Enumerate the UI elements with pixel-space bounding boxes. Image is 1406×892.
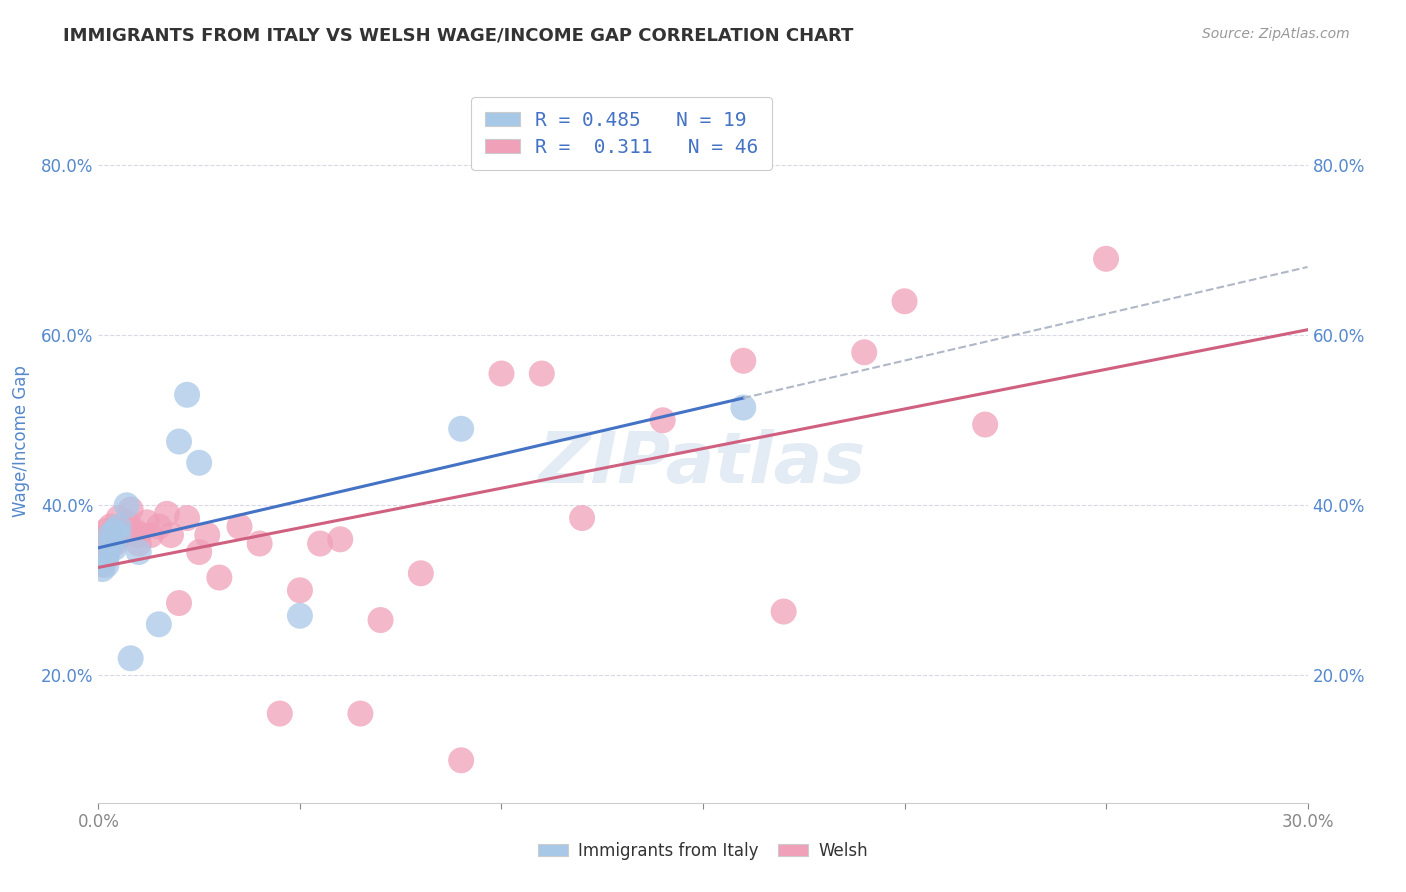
- Point: [491, 367, 513, 381]
- Point: [103, 524, 125, 538]
- Point: [195, 528, 218, 542]
- Y-axis label: Wage/Income Gap: Wage/Income Gap: [11, 366, 30, 517]
- Point: [96, 558, 118, 572]
- Point: [228, 519, 250, 533]
- Point: [309, 536, 332, 550]
- Point: [103, 541, 125, 555]
- Point: [100, 536, 122, 550]
- Point: [124, 524, 146, 538]
- Text: Source: ZipAtlas.com: Source: ZipAtlas.com: [1202, 27, 1350, 41]
- Text: IMMIGRANTS FROM ITALY VS WELSH WAGE/INCOME GAP CORRELATION CHART: IMMIGRANTS FROM ITALY VS WELSH WAGE/INCO…: [63, 27, 853, 45]
- Point: [91, 562, 114, 576]
- Point: [120, 502, 142, 516]
- Point: [409, 566, 432, 581]
- Point: [188, 456, 211, 470]
- Point: [288, 608, 311, 623]
- Point: [1095, 252, 1118, 266]
- Point: [733, 401, 755, 415]
- Point: [167, 434, 190, 449]
- Point: [107, 528, 129, 542]
- Point: [370, 613, 392, 627]
- Point: [96, 524, 118, 538]
- Point: [135, 516, 157, 530]
- Point: [128, 528, 150, 542]
- Point: [733, 353, 755, 368]
- Point: [107, 524, 129, 538]
- Point: [148, 617, 170, 632]
- Point: [208, 570, 231, 584]
- Point: [96, 549, 118, 564]
- Point: [329, 533, 352, 547]
- Point: [96, 549, 118, 564]
- Point: [91, 558, 114, 572]
- Point: [167, 596, 190, 610]
- Point: [100, 536, 122, 550]
- Point: [188, 545, 211, 559]
- Point: [107, 511, 129, 525]
- Point: [91, 533, 114, 547]
- Point: [100, 519, 122, 533]
- Point: [128, 536, 150, 550]
- Point: [349, 706, 371, 721]
- Point: [249, 536, 271, 550]
- Point: [450, 422, 472, 436]
- Point: [853, 345, 876, 359]
- Point: [103, 524, 125, 538]
- Point: [288, 583, 311, 598]
- Point: [893, 294, 915, 309]
- Point: [530, 367, 553, 381]
- Point: [176, 511, 198, 525]
- Point: [160, 528, 183, 542]
- Point: [128, 545, 150, 559]
- Point: [148, 519, 170, 533]
- Point: [450, 753, 472, 767]
- Point: [176, 388, 198, 402]
- Text: ZIPatlas: ZIPatlas: [540, 429, 866, 498]
- Point: [103, 536, 125, 550]
- Point: [772, 605, 794, 619]
- Point: [115, 516, 138, 530]
- Point: [107, 519, 129, 533]
- Point: [269, 706, 291, 721]
- Point: [571, 511, 593, 525]
- Point: [120, 651, 142, 665]
- Point: [100, 528, 122, 542]
- Point: [111, 528, 134, 542]
- Legend: Immigrants from Italy, Welsh: Immigrants from Italy, Welsh: [531, 836, 875, 867]
- Point: [156, 507, 179, 521]
- Point: [139, 528, 162, 542]
- Point: [974, 417, 997, 432]
- Point: [115, 498, 138, 512]
- Point: [651, 413, 673, 427]
